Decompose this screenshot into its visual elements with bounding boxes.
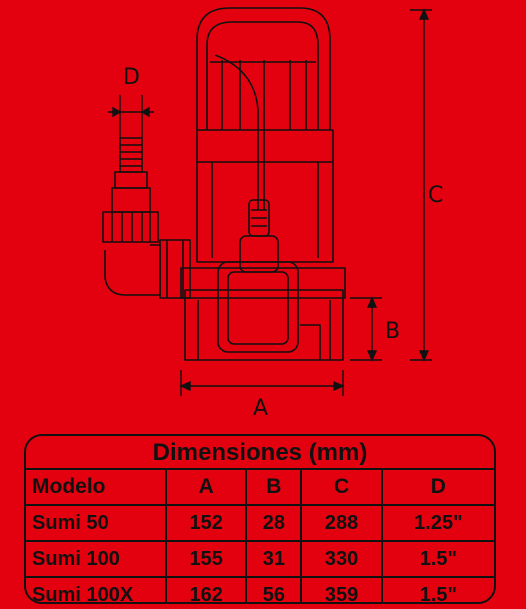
motor-housing: [196, 129, 334, 163]
header-c: C: [300, 470, 382, 506]
cell-d: 1.5": [380, 577, 494, 602]
table-row: Sumi 50 152 28 288 1.25": [26, 505, 494, 542]
float-switch: [239, 235, 279, 273]
cell-model: Sumi 100X: [32, 583, 134, 604]
pump-handle: [196, 7, 331, 130]
cell-model: Sumi 100: [26, 541, 166, 578]
header-b: B: [245, 470, 302, 506]
cell-d: 1.5": [380, 541, 494, 578]
table-header-row: Modelo A B C D: [26, 470, 494, 506]
pump-dimension-diagram: D C B A: [102, 7, 443, 421]
cell-c: 330: [300, 541, 382, 578]
table-title: Dimensiones (mm): [26, 436, 494, 470]
cell-a: 152: [164, 505, 247, 542]
cell-b: 56: [245, 577, 302, 602]
outlet-elbow: [104, 244, 161, 296]
cell-d: 1.25": [380, 505, 494, 542]
header-a: A: [164, 470, 247, 506]
dimension-label-c: C: [428, 183, 443, 208]
cell-b: 31: [245, 541, 302, 578]
dimensions-table: Dimensiones (mm) Modelo A B C D Sumi 50 …: [24, 434, 496, 604]
pump-base: [184, 289, 344, 361]
cell-c: 288: [300, 505, 382, 542]
dimension-label-b: B: [385, 319, 400, 344]
cell-a: 162: [164, 577, 247, 602]
cell-c: 359: [300, 577, 382, 602]
table-row: Sumi 100 155 31 330 1.5": [26, 541, 494, 578]
dimension-label-d: D: [123, 65, 140, 90]
dimension-label-a: A: [253, 396, 268, 421]
dimensions-grid: Modelo A B C D Sumi 50 152 28 288 1.25" …: [26, 470, 494, 604]
hose-adapter: [119, 137, 143, 173]
cell-model: Sumi 50: [26, 505, 166, 542]
cell-b: 28: [245, 505, 302, 542]
header-modelo: Modelo: [26, 470, 166, 506]
cell-a: 155: [164, 541, 247, 578]
power-cable: [214, 54, 259, 210]
header-d: D: [380, 470, 494, 506]
table-row: Sumi 100X 162 56 359 1.5": [26, 577, 494, 604]
pump-body: [196, 162, 334, 263]
